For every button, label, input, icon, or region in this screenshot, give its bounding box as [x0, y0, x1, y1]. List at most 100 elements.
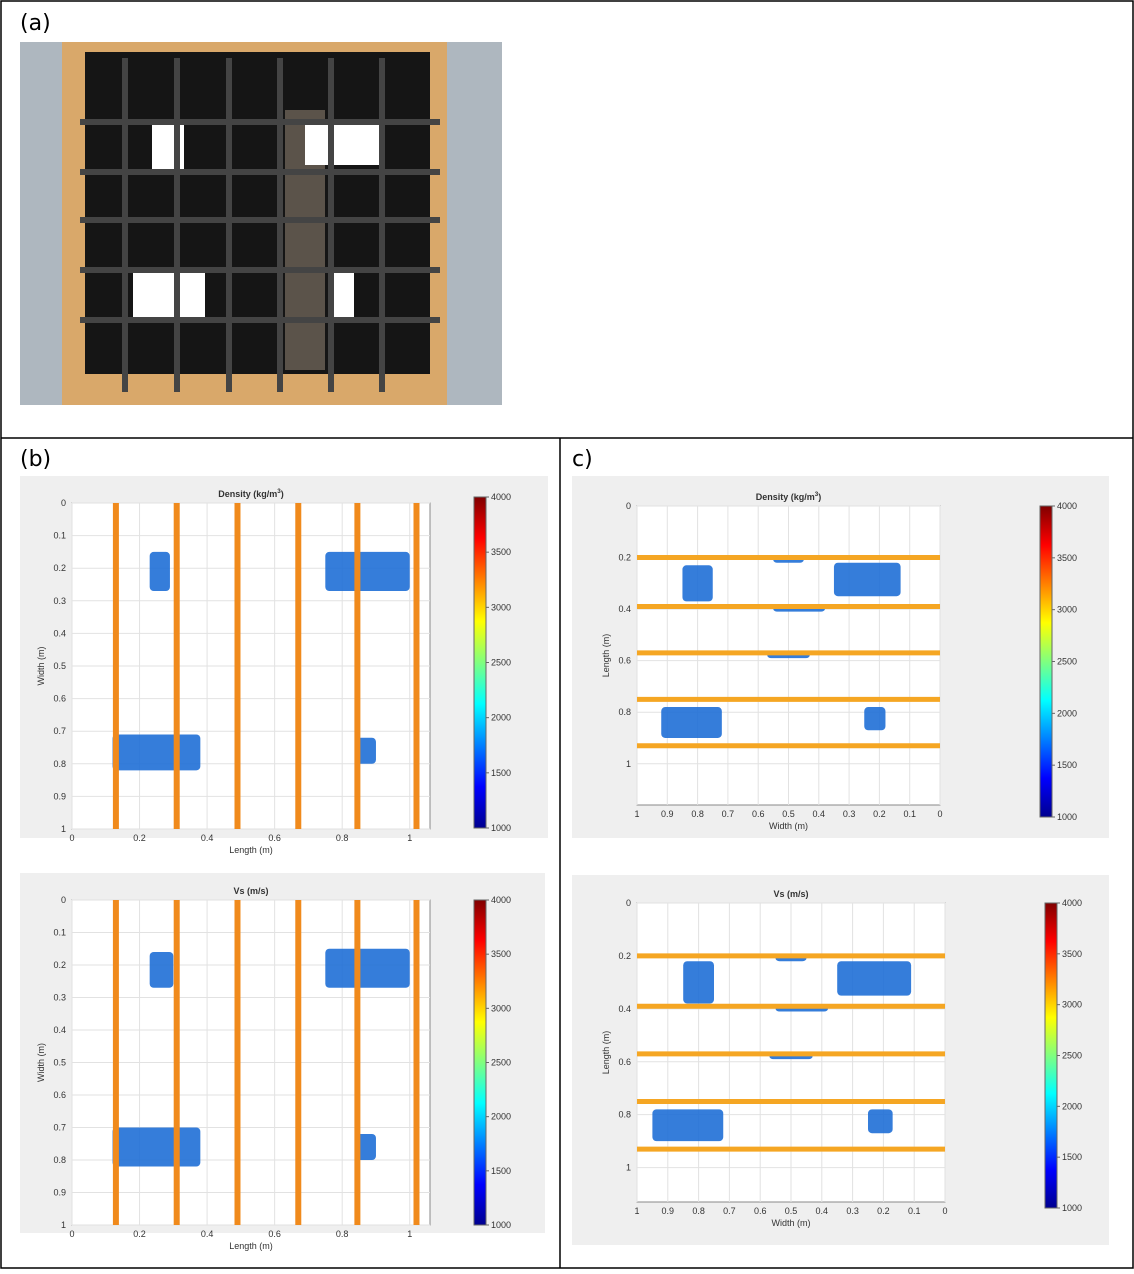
y-tick-label: 0.4	[618, 1004, 631, 1014]
y-tick-label: 0.4	[618, 604, 631, 614]
x-axis-label: Length (m)	[229, 845, 273, 855]
y-tick-label: 0.8	[618, 1110, 631, 1120]
colorbar-tick-label: 1500	[1062, 1152, 1082, 1162]
x-tick-label: 0.6	[754, 1206, 767, 1216]
y-axis-label: Length (m)	[601, 634, 611, 678]
colorbar-tick-label: 1000	[1062, 1203, 1082, 1213]
low-density-zone	[683, 961, 714, 1004]
colorbar-tick-label: 2500	[491, 1058, 511, 1068]
plot-title: Vs (m/s)	[233, 886, 268, 896]
y-tick-label: 0.2	[618, 951, 631, 961]
x-tick-label: 0	[937, 809, 942, 819]
y-tick-label: 0.4	[53, 1025, 66, 1035]
y-tick-label: 1	[626, 759, 631, 769]
x-tick-label: 0.2	[133, 1229, 146, 1239]
x-tick-label: 0.2	[877, 1206, 890, 1216]
x-tick-label: 0.9	[661, 809, 674, 819]
colorbar-tick-label: 2500	[1057, 657, 1077, 667]
x-tick-label: 0.6	[752, 809, 765, 819]
panel-label: (b)	[20, 447, 51, 472]
y-tick-label: 1	[61, 1220, 66, 1230]
colorbar-tick-label: 3500	[1057, 553, 1077, 563]
y-tick-label: 0.4	[53, 628, 66, 638]
y-tick-label: 1	[61, 824, 66, 834]
low-density-zone	[837, 961, 912, 996]
x-tick-label: 0.5	[785, 1206, 798, 1216]
y-tick-label: 0	[626, 501, 631, 511]
y-tick-label: 0.2	[53, 960, 66, 970]
x-tick-label: 0.4	[201, 833, 214, 843]
title-text: )	[818, 492, 821, 502]
low-density-zone	[868, 1109, 893, 1134]
y-tick-label: 0.6	[53, 694, 66, 704]
x-tick-label: 0.1	[908, 1206, 921, 1216]
x-tick-label: 0.3	[843, 809, 856, 819]
y-tick-label: 0.5	[53, 661, 66, 671]
x-tick-label: 0.7	[722, 809, 735, 819]
y-tick-label: 0.2	[53, 563, 66, 573]
low-density-zone	[682, 565, 713, 602]
x-tick-label: 0.4	[816, 1206, 829, 1216]
colorbar-tick-label: 1500	[491, 768, 511, 778]
y-tick-label: 0.8	[618, 707, 631, 717]
low-density-zone	[864, 707, 886, 731]
x-tick-label: 0.6	[268, 833, 281, 843]
title-text: Vs (m/s)	[773, 889, 808, 899]
low-density-zone	[112, 734, 201, 771]
x-tick-label: 1	[634, 1206, 639, 1216]
colorbar-tick-label: 4000	[1062, 898, 1082, 908]
x-axis-label: Length (m)	[229, 1241, 273, 1251]
colorbar-tick-label: 1000	[491, 1220, 511, 1230]
low-density-zone	[355, 1134, 376, 1160]
y-tick-label: 0.3	[53, 993, 66, 1003]
colorbar-tick-label: 2500	[491, 658, 511, 668]
y-tick-label: 0.6	[618, 1057, 631, 1067]
colorbar	[473, 496, 487, 829]
low-density-zone	[661, 707, 722, 738]
y-tick-label: 0.9	[53, 1188, 66, 1198]
low-density-zone	[355, 737, 376, 764]
x-tick-label: 0	[69, 833, 74, 843]
colorbar-tick-label: 2000	[491, 1112, 511, 1122]
x-tick-label: 0	[942, 1206, 947, 1216]
y-tick-label: 0.7	[53, 1123, 66, 1133]
x-tick-label: 1	[634, 809, 639, 819]
colorbar-tick-label: 3000	[1057, 605, 1077, 615]
photo	[20, 42, 502, 405]
x-tick-label: 0.4	[201, 1229, 214, 1239]
x-tick-label: 0.9	[662, 1206, 675, 1216]
colorbar-tick-label: 3000	[491, 602, 511, 612]
low-density-zone	[652, 1109, 724, 1142]
colorbar-tick-label: 4000	[1057, 501, 1077, 511]
plot-title: Density (kg/m3)	[218, 488, 284, 499]
low-density-zone	[149, 952, 174, 988]
y-tick-label: 0.5	[53, 1058, 66, 1068]
title-text: )	[281, 489, 284, 499]
x-tick-label: 0.1	[903, 809, 916, 819]
colorbar-tick-label: 3000	[1062, 1000, 1082, 1010]
colorbar	[473, 899, 487, 1226]
x-tick-label: 0.6	[268, 1229, 281, 1239]
y-axis-label: Width (m)	[36, 647, 46, 686]
plot-title: Density (kg/m3)	[756, 491, 822, 502]
x-tick-label: 0.8	[691, 809, 704, 819]
low-density-zone	[325, 551, 410, 592]
colorbar-tick-label: 1000	[1057, 812, 1077, 822]
colorbar-tick-label: 2000	[491, 713, 511, 723]
x-tick-label: 1	[407, 1229, 412, 1239]
colorbar-tick-label: 2000	[1062, 1101, 1082, 1111]
title-sup: 3	[277, 488, 281, 495]
y-tick-label: 1	[626, 1163, 631, 1173]
colorbar-tick-label: 4000	[491, 895, 511, 905]
x-tick-label: 0.2	[873, 809, 886, 819]
x-tick-label: 0.3	[846, 1206, 859, 1216]
plot-title: Vs (m/s)	[773, 889, 808, 899]
x-tick-label: 0.7	[723, 1206, 736, 1216]
y-tick-label: 0.1	[53, 928, 66, 938]
title-text: Density (kg/m	[756, 492, 815, 502]
y-tick-label: 0.6	[53, 1090, 66, 1100]
y-tick-label: 0	[626, 898, 631, 908]
colorbar-tick-label: 3500	[1062, 949, 1082, 959]
y-tick-label: 0.8	[53, 1155, 66, 1165]
